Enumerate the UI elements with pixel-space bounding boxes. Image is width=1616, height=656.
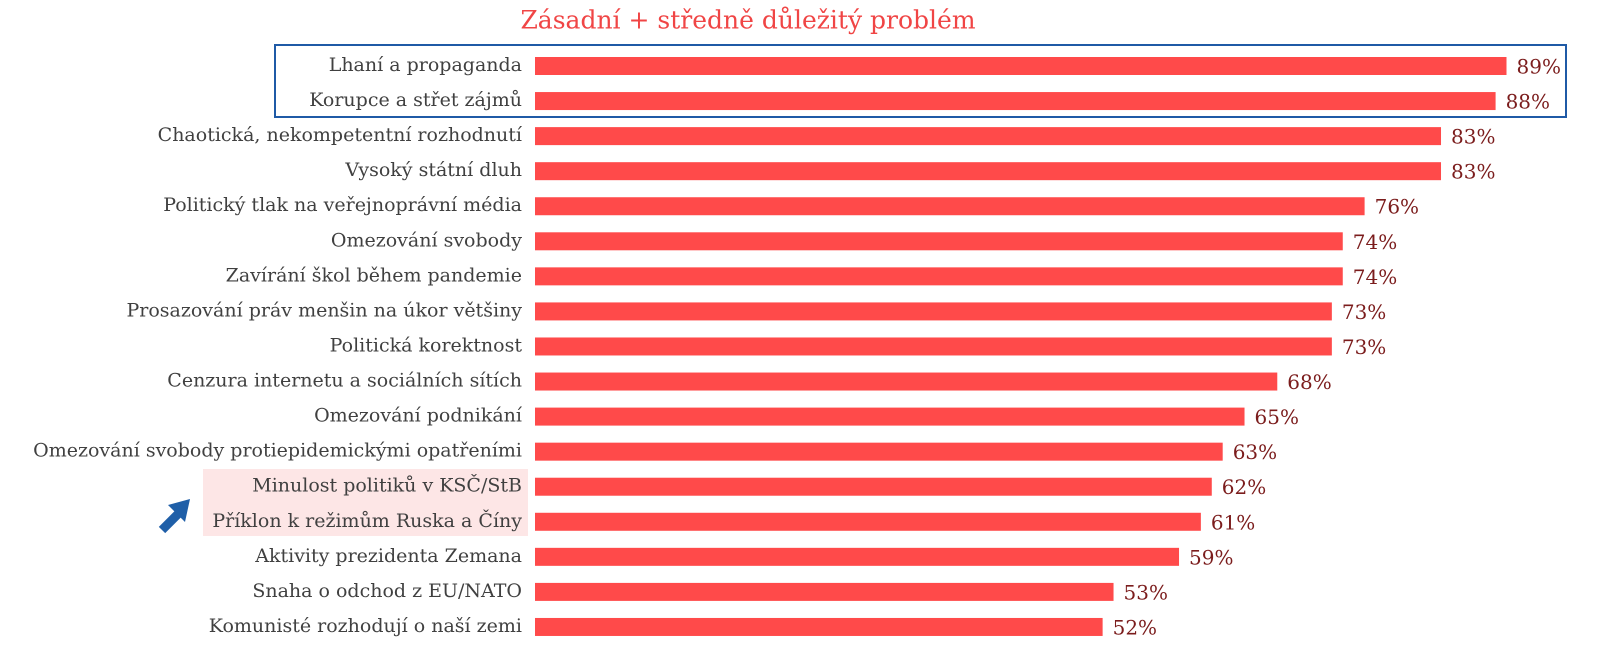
value-label: 74% (1353, 265, 1397, 289)
value-label: 83% (1451, 160, 1495, 184)
category-label: Politický tlak na veřejnoprávní média (163, 194, 522, 216)
category-label: Komunisté rozhodují o naší zemi (209, 615, 522, 637)
category-label: Prosazování práv menšin na úkor většiny (126, 299, 522, 321)
bar (535, 372, 1278, 391)
bar (535, 617, 1103, 636)
value-label: 73% (1342, 300, 1386, 324)
bar (535, 197, 1365, 216)
value-label: 63% (1233, 440, 1277, 464)
value-label: 62% (1222, 475, 1266, 499)
category-label: Aktivity prezidenta Zemana (254, 545, 522, 567)
bar (535, 582, 1114, 601)
category-label: Omezování svobody (331, 229, 522, 251)
category-label: Vysoký státní dluh (344, 159, 522, 181)
bar (535, 302, 1332, 321)
bar (535, 267, 1343, 286)
value-label: 53% (1124, 580, 1168, 604)
bar (535, 407, 1245, 426)
category-label: Omezování podnikání (314, 405, 523, 427)
value-label: 88% (1506, 90, 1550, 114)
bar (535, 92, 1496, 111)
value-label: 59% (1189, 545, 1233, 569)
highlight-box (274, 44, 1567, 118)
bar (535, 547, 1180, 566)
value-label: 74% (1353, 230, 1397, 254)
category-label: Zavírání škol během pandemie (226, 264, 522, 286)
value-label: 68% (1287, 370, 1331, 394)
value-label: 52% (1113, 615, 1157, 639)
bar (535, 477, 1212, 496)
value-label: 76% (1375, 195, 1419, 219)
category-label: Lhaní a propaganda (329, 54, 522, 76)
bar (535, 512, 1201, 531)
category-label: Snaha o odchod z EU/NATO (252, 580, 522, 602)
category-label: Omezování svobody protiepidemickými opat… (33, 440, 522, 462)
category-label: Cenzura internetu a sociálních sítích (167, 370, 522, 392)
bar (535, 162, 1442, 181)
bar (535, 442, 1223, 461)
value-label: 83% (1451, 125, 1495, 149)
bar (535, 57, 1507, 75)
bar (535, 337, 1332, 356)
category-label: Minulost politiků v KSČ/StB (252, 474, 522, 497)
value-label: 65% (1255, 405, 1299, 429)
bar (535, 127, 1442, 146)
value-label: 73% (1342, 335, 1386, 359)
arrow (158, 499, 190, 534)
highlight-band (203, 469, 528, 536)
category-label: Příklon k režimům Ruska a Číny (212, 509, 522, 532)
category-label: Politická korektnost (330, 334, 523, 356)
category-label: Chaotická, nekompetentní rozhodnutí (158, 124, 523, 146)
value-label: 61% (1211, 510, 1255, 534)
chart-title: Zásadní + středně důležitý problém (520, 6, 975, 35)
category-label: Korupce a střet zájmů (309, 89, 522, 111)
bar (535, 232, 1343, 251)
value-label: 89% (1517, 55, 1561, 79)
